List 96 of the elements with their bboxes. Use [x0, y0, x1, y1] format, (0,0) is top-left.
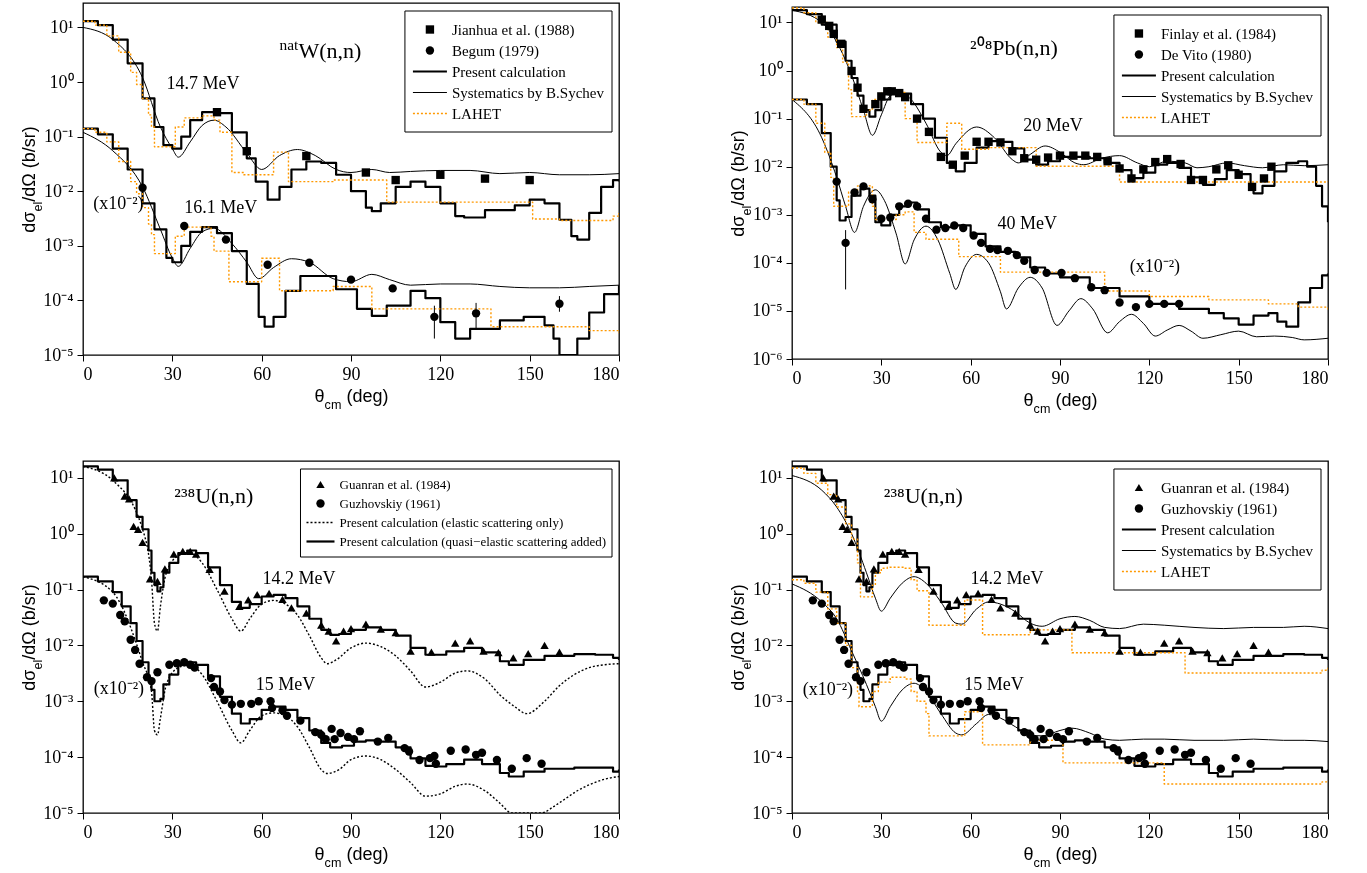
x-axis-title: θ$_{cm}$ (deg) [314, 385, 389, 412]
y-tick-label: 10⁻⁵ [43, 802, 74, 823]
y-tick-label: 10⁻¹ [44, 126, 74, 147]
legend-label: Present calculation (quasi−elastic scattering added) [339, 533, 607, 549]
x-tick-label: 180 [1301, 821, 1329, 842]
y-tick-label: 10⁻² [44, 634, 74, 655]
x-tick-label: 150 [516, 821, 544, 842]
x-tick-label: 60 [962, 821, 981, 842]
annotation: 15 MeV [255, 673, 316, 694]
x-tick-label: 0 [792, 821, 802, 842]
legend-label: Guanran et al. (1984) [1160, 479, 1290, 497]
x-tick-label: 0 [792, 367, 802, 388]
y-tick-label: 10⁻⁴ [43, 289, 74, 310]
y-tick-label: 10⁻³ [753, 204, 784, 225]
annotation: 14.2 MeV [970, 568, 1044, 589]
legend-label: Systematics by B.Sychev [1160, 542, 1314, 559]
y-tick-label: 10⁻¹ [753, 108, 783, 129]
y-tick-label: 10⁻² [753, 156, 783, 177]
y-tick-label: 10¹ [759, 467, 783, 488]
x-tick-label: 30 [872, 367, 891, 388]
y-tick-label: 10⁻¹ [753, 579, 783, 600]
y-tick-label: 10⁰ [758, 523, 783, 544]
x-axis-title: θ$_{cm}$ (deg) [1023, 389, 1098, 416]
legend-label: LAHET [1160, 109, 1211, 126]
annotation: 14.2 MeV [262, 568, 336, 589]
y-tick-label: 10⁻⁵ [43, 344, 74, 365]
text: ²³⁸U(n,n) [883, 483, 963, 509]
x-tick-label: 120 [427, 821, 455, 842]
y-tick-label: 10⁻⁵ [752, 802, 783, 823]
annotation: (x10⁻²) [93, 193, 144, 215]
x-tick-label: 30 [163, 821, 182, 842]
y-tick-label: 10¹ [50, 467, 74, 488]
y-tick-label: 10⁰ [49, 523, 74, 544]
legend-label: Jianhua et al. (1988) [451, 21, 575, 39]
y-tick-label: 10⁻² [753, 634, 783, 655]
annotation: 20 MeV [1023, 114, 1083, 135]
x-tick-label: 180 [592, 821, 620, 842]
x-tick-label: 0 [83, 821, 93, 842]
legend-label: Guzhovskiy (1961) [1160, 500, 1278, 518]
legend-label: Begum (1979) [451, 42, 540, 60]
legend-label: Present calculation [1160, 67, 1276, 84]
x-tick-label: 90 [342, 363, 361, 384]
x-tick-label: 150 [516, 363, 544, 384]
y-tick-label: 10¹ [759, 11, 783, 32]
legend-label: Guanran et al. (1984) [339, 476, 451, 492]
legend-label: LAHET [451, 105, 502, 122]
y-tick-label: 10⁻³ [753, 690, 784, 711]
y-tick-label: 10⁻³ [44, 690, 75, 711]
y-tick-label: 10⁻⁴ [752, 746, 783, 767]
x-tick-label: 120 [1136, 367, 1164, 388]
annotation: 16.1 MeV [184, 197, 258, 218]
annotation: (x10⁻²) [802, 678, 854, 700]
y-tick-label: 10⁻⁶ [752, 348, 783, 369]
x-tick-label: 150 [1225, 367, 1253, 388]
annotation: 14.7 MeV [166, 72, 240, 93]
x-tick-label: 180 [592, 363, 620, 384]
y-tick-label: 10⁰ [49, 71, 74, 92]
legend-label: Present calculation [451, 63, 567, 80]
text: ²⁰⁸Pb(n,n) [970, 35, 1058, 61]
x-tick-label: 90 [1051, 821, 1070, 842]
x-tick-label: 30 [872, 821, 891, 842]
legend-label: Systematics by B.Sychev [1160, 88, 1314, 105]
x-tick-label: 150 [1225, 821, 1253, 842]
text: ²³⁸U(n,n) [174, 483, 254, 509]
legend-label: Guzhovskiy (1961) [339, 495, 441, 511]
x-tick-label: 60 [962, 367, 981, 388]
y-tick-label: 10⁰ [758, 60, 783, 81]
text: $^{nat}$W(n,n) [279, 35, 362, 63]
x-tick-label: 120 [427, 363, 455, 384]
x-tick-label: 120 [1136, 821, 1164, 842]
x-tick-label: 60 [253, 363, 272, 384]
y-tick-label: 10⁻⁴ [752, 252, 783, 273]
y-tick-label: 10⁻¹ [44, 579, 74, 600]
legend-label: Present calculation (elastic scattering only) [339, 514, 564, 530]
legend-label: Present calculation [1160, 521, 1276, 538]
annotation: (x10⁻²) [1129, 256, 1181, 278]
annotation: 15 MeV [964, 673, 1024, 694]
legend-label: Systematics by B.Sychev [451, 84, 605, 101]
x-tick-label: 0 [83, 363, 93, 384]
y-tick-label: 10⁻⁵ [752, 300, 783, 321]
legend-label: Finlay et al. (1984) [1160, 25, 1276, 43]
x-axis-title: θ$_{cm}$ (deg) [314, 843, 389, 870]
x-tick-label: 60 [253, 821, 272, 842]
annotation: 40 MeV [997, 213, 1058, 234]
x-tick-label: 90 [1051, 367, 1070, 388]
x-tick-label: 90 [342, 821, 361, 842]
x-tick-label: 30 [163, 363, 182, 384]
y-tick-label: 10⁻³ [44, 235, 75, 256]
annotation: (x10⁻²) [93, 678, 145, 700]
x-tick-label: 180 [1301, 367, 1329, 388]
x-axis-title: θ$_{cm}$ (deg) [1023, 843, 1098, 870]
legend-label: De Vito (1980) [1160, 46, 1252, 64]
y-tick-label: 10⁻² [44, 180, 74, 201]
y-tick-label: 10⁻⁴ [43, 746, 74, 767]
y-tick-label: 10¹ [50, 16, 74, 37]
legend-label: LAHET [1160, 563, 1211, 580]
